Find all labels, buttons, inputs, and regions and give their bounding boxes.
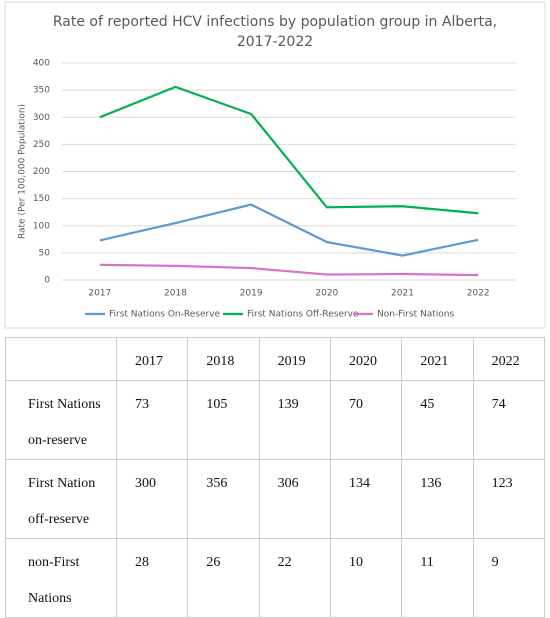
table-cell: 28: [115, 538, 189, 618]
x-tick-label: 2017: [88, 289, 111, 299]
x-tick-label: 2022: [467, 289, 490, 299]
title-line: 2017-2022: [237, 34, 313, 50]
table-cell: 300: [115, 459, 189, 539]
legend-label: First Nations On-Reserve: [109, 310, 221, 320]
legend-label: First Nations Off-Reserve: [247, 310, 359, 320]
table-cell: 123: [472, 459, 546, 539]
y-tick-label: 100: [33, 221, 50, 231]
table-cell: 9: [472, 538, 546, 618]
column-header: 2017: [115, 337, 189, 381]
line-series: [99, 263, 479, 277]
table-cell: 45: [401, 380, 474, 460]
table-cell: 139: [258, 380, 331, 460]
x-tick-label: 2021: [391, 289, 414, 299]
x-tick-label: 2019: [240, 289, 263, 299]
table-row: First Nation off-reserve 300 356 306 134 136 1…: [5, 459, 546, 539]
table-cell: 74: [472, 380, 546, 460]
table-cell: 356: [187, 459, 260, 539]
table-cell: 73: [115, 380, 189, 460]
y-tick-label: 400: [33, 59, 50, 69]
row-label: First Nation off-reserve: [5, 459, 117, 539]
chart-frame: [4, 1, 546, 329]
column-header: 2022: [472, 337, 546, 381]
x-tick-label: 2018: [164, 289, 187, 299]
table-cell: 105: [187, 380, 260, 460]
column-header: 2019: [258, 337, 331, 381]
column-header: 2020: [329, 337, 403, 381]
y-axis-label: Rate (Per 100,000 Population): [18, 104, 28, 239]
table-cell: 136: [401, 459, 474, 539]
table-cell: 306: [258, 459, 331, 539]
line-series: [99, 203, 479, 257]
y-tick-label: 350: [33, 86, 50, 96]
table-cell: 10: [329, 538, 403, 618]
page: Rate of reported HCV infections by popul…: [4, 1, 546, 618]
table-row: non-First Nations 28 26 22 10 11 9: [5, 538, 546, 618]
table-cell: 22: [258, 538, 331, 618]
y-tick-label: 200: [33, 167, 50, 177]
table-cell: 134: [329, 459, 403, 539]
table-row: First Nations on-reserve 73 105 139 70 45 74: [5, 380, 546, 460]
y-tick-label: 0: [44, 276, 50, 286]
table-cell: 11: [401, 538, 474, 618]
y-tick-label: 150: [33, 194, 50, 204]
title-line: Rate of reported HCV infections by popul…: [53, 14, 497, 30]
data-table: 2017 2018 2019 2020 2021 2022 First Nations on…: [5, 337, 546, 618]
y-tick-label: 250: [33, 140, 50, 150]
table-cell: 70: [329, 380, 403, 460]
line-series: [99, 85, 479, 215]
column-header: 2021: [401, 337, 474, 381]
y-tick-label: 300: [33, 113, 50, 123]
row-label: First Nations on-reserve: [5, 380, 117, 460]
x-tick-label: 2020: [315, 289, 338, 299]
row-label: non-First Nations: [5, 538, 117, 618]
column-header: 2018: [187, 337, 260, 381]
legend-label: Non-First Nations: [377, 310, 454, 320]
corner-cell: [5, 337, 117, 381]
chart-title: Rate of reported HCV infections by popul…: [53, 14, 497, 50]
y-tick-label: 50: [39, 248, 51, 258]
chart: Rate of reported HCV infections by popul…: [4, 1, 546, 329]
header-row: 2017 2018 2019 2020 2021 2022: [5, 337, 546, 381]
table-cell: 26: [187, 538, 260, 618]
